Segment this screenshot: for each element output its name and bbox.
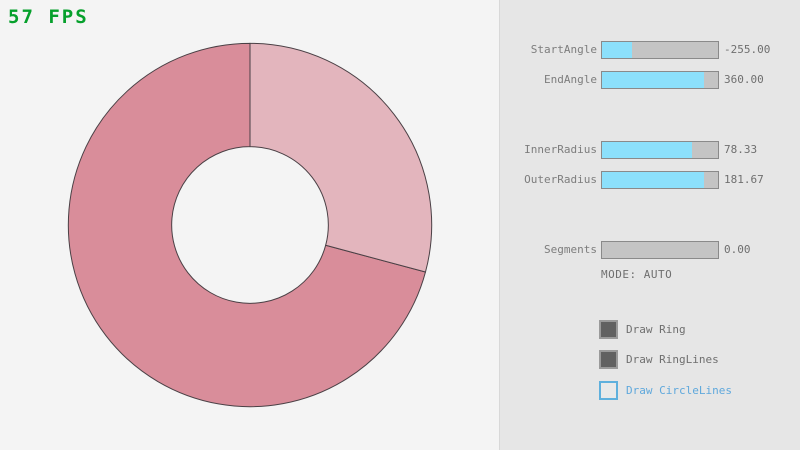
fps-counter: 57 FPS [8, 6, 89, 28]
slider-track[interactable] [601, 71, 719, 89]
mode-label: MODE: AUTO [601, 268, 673, 281]
checkbox-checked-icon[interactable] [599, 350, 618, 369]
slider-fill [602, 142, 693, 158]
control-panel: StartAngle -255.00 EndAngle 360.00 InnerRadi… [500, 0, 800, 450]
slider-row-innerradius: InnerRadius 78.33 [500, 141, 800, 159]
slider-row-outerradius: OuterRadius 181.67 [500, 171, 800, 189]
slider-fill [602, 172, 705, 188]
slider-value: 360.00 [724, 73, 764, 86]
slider-value: 0.00 [724, 243, 751, 256]
slider-row-startangle: StartAngle -255.00 [500, 41, 800, 59]
slider-fill [602, 72, 705, 88]
render-canvas[interactable]: 57 FPS [0, 0, 499, 450]
checkbox-label: Draw CircleLines [626, 384, 732, 397]
slider-row-endangle: EndAngle 360.00 [500, 71, 800, 89]
slider-track[interactable] [601, 241, 719, 259]
slider-track[interactable] [601, 141, 719, 159]
checkbox-checked-icon[interactable] [599, 320, 618, 339]
slider-label: InnerRadius [524, 143, 597, 156]
slider-value: 181.67 [724, 173, 764, 186]
slider-label: EndAngle [544, 73, 597, 86]
ring-slice [249, 42, 433, 273]
slider-label: OuterRadius [524, 173, 597, 186]
ring-slice [67, 42, 427, 408]
checkbox-label: Draw RingLines [626, 353, 719, 366]
slider-label: Segments [544, 243, 597, 256]
slider-value: -255.00 [724, 43, 771, 56]
panel-divider [499, 0, 500, 450]
checkbox-label: Draw Ring [626, 323, 686, 336]
slider-label: StartAngle [530, 43, 597, 56]
slider-track[interactable] [601, 41, 719, 59]
slider-fill [602, 42, 633, 58]
checkbox-unchecked-icon[interactable] [599, 381, 618, 400]
slider-value: 78.33 [724, 143, 758, 156]
donut-ring-chart [67, 42, 433, 408]
slider-row-segments: Segments 0.00 [500, 241, 800, 259]
slider-track[interactable] [601, 171, 719, 189]
